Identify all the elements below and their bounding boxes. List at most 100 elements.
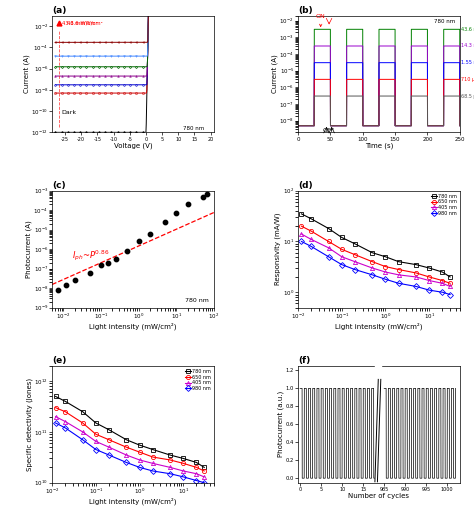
650 nm	[80, 420, 85, 426]
Text: Dark: Dark	[62, 111, 77, 115]
405 nm	[339, 254, 345, 260]
980 nm	[124, 459, 129, 466]
Text: (e): (e)	[52, 356, 66, 365]
980 nm	[53, 420, 58, 426]
980 nm	[150, 468, 155, 474]
980 nm	[352, 266, 358, 272]
Bar	[375, 361, 381, 487]
980 nm	[93, 446, 99, 453]
980 nm	[383, 276, 388, 282]
405 nm	[427, 278, 432, 284]
650 nm	[106, 436, 112, 443]
980 nm	[80, 436, 85, 443]
980 nm	[326, 254, 331, 260]
980 nm	[369, 272, 375, 278]
Text: ON: ON	[316, 14, 326, 26]
Point	[199, 193, 206, 201]
780 nm	[439, 269, 445, 275]
Point	[161, 218, 169, 226]
980 nm	[299, 238, 304, 244]
Point	[173, 209, 180, 217]
Point	[184, 200, 191, 209]
650 nm	[194, 465, 200, 471]
780 nm	[181, 455, 186, 461]
980 nm	[396, 280, 401, 286]
780 nm	[137, 442, 143, 448]
405 nm	[53, 414, 58, 420]
X-axis label: Number of cycles: Number of cycles	[348, 493, 410, 499]
650 nm	[93, 431, 99, 438]
Point	[63, 280, 70, 289]
650 nm	[369, 258, 375, 265]
980 nm	[427, 287, 432, 293]
Text: 710 μW: 710 μW	[461, 77, 474, 82]
405 nm	[124, 452, 129, 458]
Y-axis label: Responsivity (mA/W): Responsivity (mA/W)	[274, 213, 281, 285]
Point	[97, 261, 105, 269]
Text: 43.6 mW: 43.6 mW	[461, 27, 474, 32]
650 nm	[413, 270, 419, 276]
Y-axis label: Current (A): Current (A)	[272, 54, 278, 93]
405 nm	[383, 269, 388, 275]
780 nm	[150, 446, 155, 453]
405 nm	[352, 258, 358, 265]
Line: 405 nm: 405 nm	[54, 415, 206, 479]
650 nm	[124, 444, 129, 450]
Line: 980 nm: 980 nm	[54, 421, 206, 485]
650 nm	[383, 264, 388, 270]
Line: 980 nm: 980 nm	[300, 239, 452, 297]
Text: 780 nm: 780 nm	[434, 19, 455, 24]
650 nm	[352, 252, 358, 258]
Point	[124, 247, 131, 255]
650 nm	[63, 408, 68, 415]
Text: (b): (b)	[298, 6, 313, 15]
780 nm	[80, 408, 85, 415]
405 nm	[194, 471, 200, 477]
405 nm	[63, 418, 68, 425]
780 nm	[396, 258, 401, 265]
Point	[146, 230, 154, 238]
Text: 14.3 mW: 14.3 mW	[461, 44, 474, 48]
650 nm	[326, 238, 331, 244]
Line: 780 nm: 780 nm	[54, 394, 206, 470]
Y-axis label: Photocurrent (a.u.): Photocurrent (a.u.)	[278, 391, 284, 457]
405 nm	[150, 460, 155, 467]
405 nm	[167, 465, 173, 471]
405 nm	[80, 429, 85, 435]
405 nm	[181, 468, 186, 474]
405 nm	[137, 457, 143, 463]
405 nm	[369, 265, 375, 271]
980 nm	[63, 425, 68, 431]
Text: 68.5 μW: 68.5 μW	[461, 93, 474, 99]
405 nm	[396, 272, 401, 278]
Legend: 780 nm, 650 nm, 405 nm, 980 nm: 780 nm, 650 nm, 405 nm, 980 nm	[184, 368, 211, 391]
405 nm	[106, 444, 112, 450]
650 nm	[309, 228, 314, 234]
Text: OFF: OFF	[322, 128, 335, 133]
650 nm	[167, 457, 173, 463]
Text: (a): (a)	[52, 6, 66, 15]
Point	[112, 255, 120, 264]
405 nm	[299, 231, 304, 237]
780 nm	[369, 250, 375, 256]
Point	[135, 237, 143, 245]
Line: 780 nm: 780 nm	[300, 212, 452, 279]
780 nm	[167, 452, 173, 458]
780 nm	[53, 393, 58, 400]
Line: 650 nm: 650 nm	[54, 406, 206, 473]
780 nm	[326, 225, 331, 231]
405 nm	[326, 244, 331, 251]
980 nm	[194, 477, 200, 484]
780 nm	[309, 216, 314, 222]
Line: 405 nm: 405 nm	[300, 232, 452, 289]
X-axis label: Time (s): Time (s)	[365, 143, 393, 149]
405 nm	[439, 280, 445, 286]
780 nm	[413, 262, 419, 268]
Line: 650 nm: 650 nm	[300, 224, 452, 285]
Text: 780 nm: 780 nm	[183, 127, 204, 131]
650 nm	[339, 246, 345, 252]
980 nm	[167, 471, 173, 477]
980 nm	[181, 474, 186, 480]
405 nm	[309, 236, 314, 242]
980 nm	[137, 465, 143, 471]
